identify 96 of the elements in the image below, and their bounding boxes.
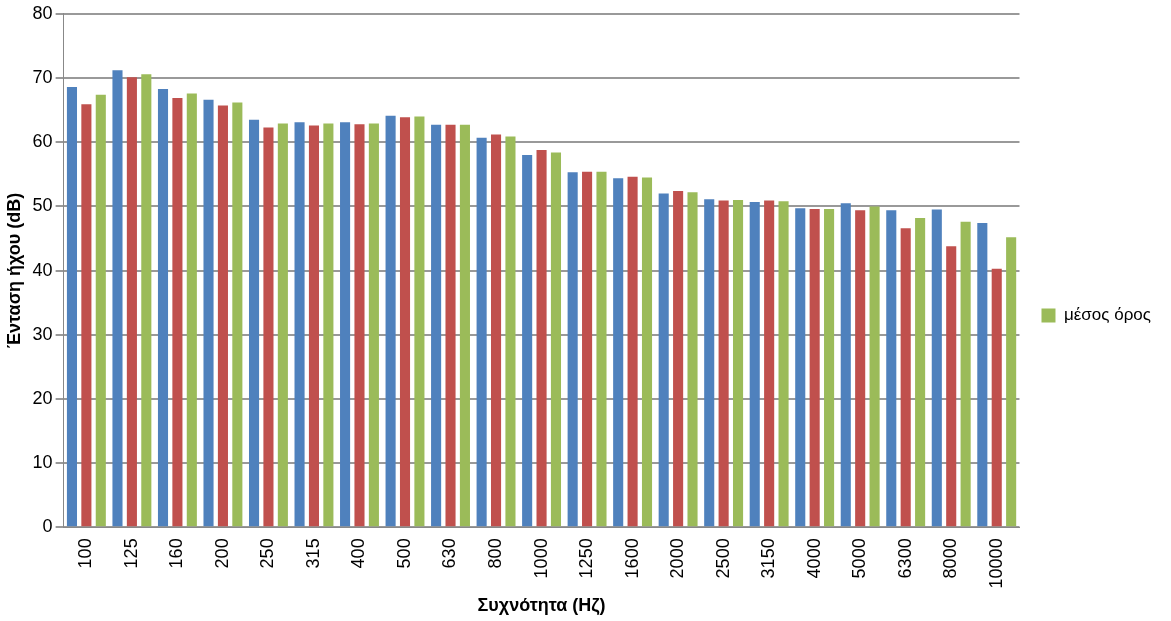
bar	[946, 246, 957, 527]
bar	[95, 94, 106, 527]
bar	[385, 115, 396, 527]
bar	[567, 172, 578, 527]
bar	[217, 105, 228, 527]
bar	[613, 178, 624, 527]
bar	[824, 208, 835, 527]
x-tick-label: 1250	[576, 538, 597, 579]
x-tick-label: 6300	[894, 538, 915, 579]
x-tick-label: 125	[120, 538, 141, 569]
bar	[991, 268, 1002, 527]
bar	[186, 93, 197, 527]
y-tick-label: 0	[42, 516, 53, 537]
bar	[126, 77, 137, 527]
bar	[977, 223, 988, 527]
bar	[431, 124, 442, 527]
bar	[248, 119, 260, 527]
x-tick-label: 1000	[530, 538, 551, 579]
bar	[505, 136, 516, 527]
x-tick-label: 630	[439, 538, 460, 569]
bar	[658, 193, 669, 527]
x-tick-label: 800	[485, 538, 506, 569]
bar	[308, 125, 320, 527]
bar	[749, 201, 760, 527]
bar	[112, 70, 123, 527]
y-tick-label: 60	[32, 131, 53, 152]
bar	[550, 152, 562, 527]
y-tick-label: 10	[32, 452, 53, 473]
bar	[81, 104, 92, 527]
bar	[157, 88, 169, 527]
bar	[795, 208, 806, 527]
y-tick-label: 20	[32, 387, 53, 408]
x-axis-title: Συχνότητα (Ηζ)	[477, 595, 606, 617]
bar	[931, 209, 942, 527]
bar	[340, 122, 351, 527]
x-tick-label: 160	[166, 538, 187, 569]
bar	[522, 155, 533, 527]
bar	[368, 123, 379, 527]
x-tick-label: 400	[348, 538, 369, 569]
bar	[414, 116, 425, 527]
legend-label: μέσος όρος	[1063, 305, 1152, 325]
bar	[809, 208, 820, 527]
x-tick-label: 10000	[985, 538, 1006, 589]
bar	[172, 97, 183, 527]
bar	[886, 210, 897, 527]
y-tick-label: 70	[32, 66, 53, 87]
bar	[354, 124, 365, 527]
bar	[323, 123, 334, 527]
bar	[778, 201, 789, 527]
x-tick-label: 100	[75, 538, 96, 569]
bar	[915, 217, 926, 527]
bar	[627, 176, 638, 527]
bar	[687, 192, 698, 527]
y-tick-label: 50	[32, 195, 53, 216]
y-axis-title: Ένταση ήχου (dB)	[3, 192, 24, 349]
bar	[277, 123, 288, 527]
bar	[764, 200, 775, 527]
x-tick-label: 4000	[803, 538, 824, 579]
bar	[960, 221, 971, 527]
bar	[900, 228, 911, 527]
bar	[704, 199, 715, 527]
bar	[203, 99, 214, 527]
bar	[141, 74, 152, 527]
bar	[641, 177, 653, 527]
bar	[294, 122, 305, 527]
bar	[476, 137, 487, 527]
bar	[490, 134, 502, 527]
x-tick-label: 200	[211, 538, 232, 569]
bar	[459, 124, 470, 527]
x-tick-label: 2500	[712, 538, 733, 579]
x-tick-label: 1600	[621, 538, 642, 579]
bar	[1006, 237, 1017, 527]
x-tick-label: 250	[257, 538, 278, 569]
x-tick-label: 2000	[667, 538, 688, 579]
bar	[399, 117, 411, 527]
bar	[596, 171, 607, 527]
bar	[66, 86, 78, 527]
bar	[855, 210, 866, 527]
y-tick-label: 40	[32, 259, 53, 280]
bar	[536, 149, 547, 527]
x-tick-label: 500	[393, 538, 414, 569]
bar	[582, 171, 593, 527]
bar	[232, 102, 243, 527]
x-tick-label: 315	[302, 538, 323, 569]
x-tick-label: 5000	[849, 538, 870, 579]
bar	[445, 124, 456, 527]
x-tick-label: 8000	[940, 538, 961, 579]
bar	[869, 206, 880, 527]
y-tick-label: 30	[32, 323, 53, 344]
bar	[733, 199, 744, 527]
bar	[673, 190, 684, 527]
x-tick-label: 3150	[758, 538, 779, 579]
bar	[263, 127, 274, 527]
bar	[840, 203, 851, 527]
bar	[718, 200, 729, 527]
y-tick-label: 80	[32, 2, 53, 23]
